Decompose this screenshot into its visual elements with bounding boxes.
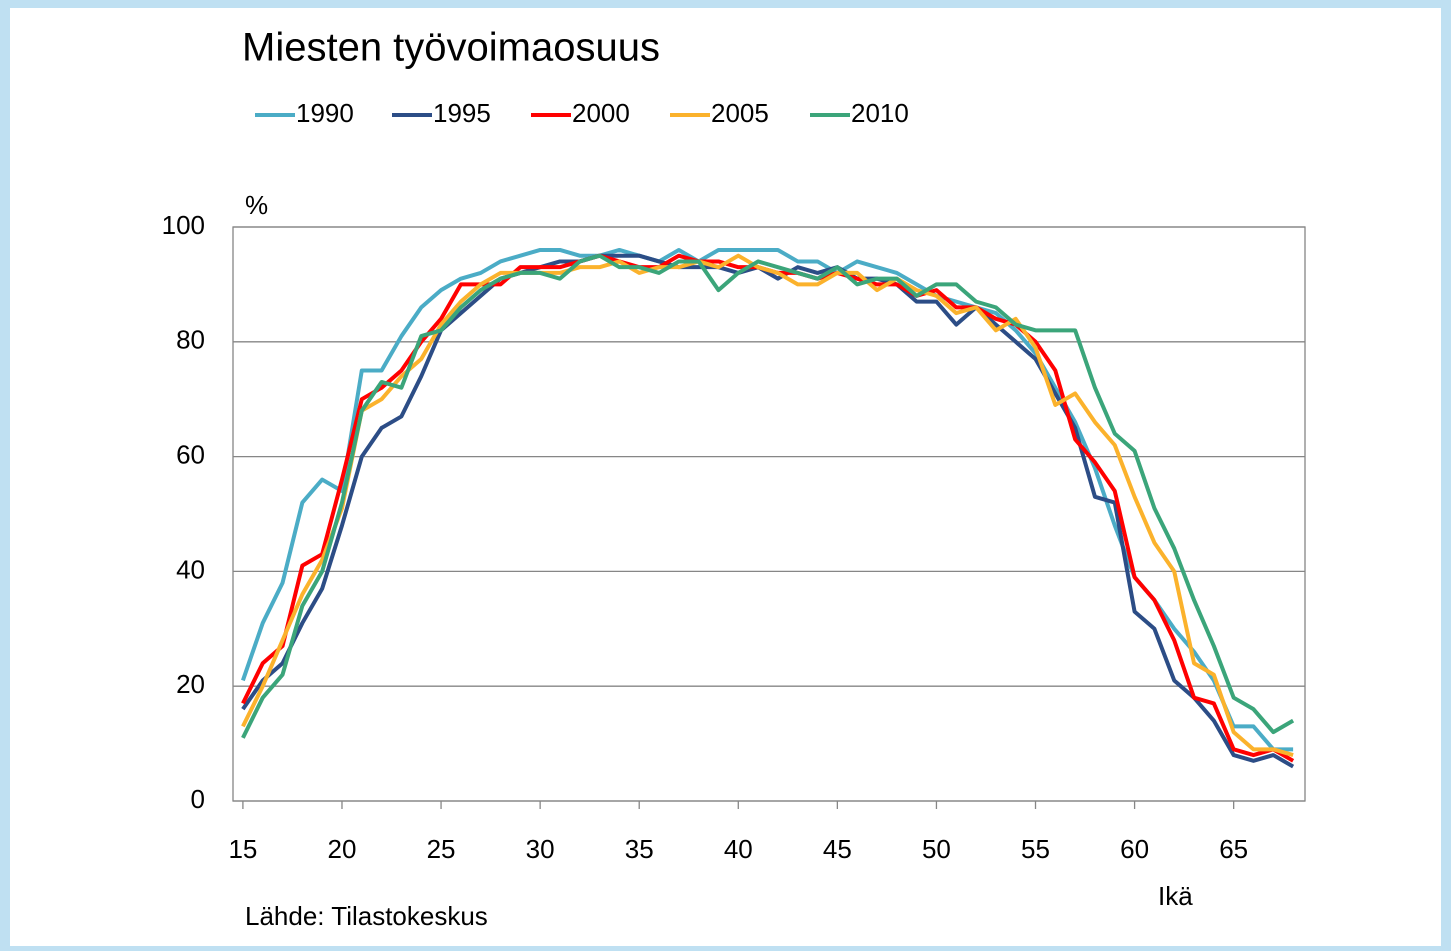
series-line — [241, 253, 1294, 758]
legend-label: 1995 — [433, 98, 491, 128]
y-tick-label: 0 — [191, 784, 205, 814]
x-tick-label: 45 — [823, 834, 852, 864]
legend-label: 1990 — [296, 98, 354, 128]
x-tick-label: 35 — [625, 834, 654, 864]
panel — [10, 8, 1441, 946]
y-axis-label: % — [245, 190, 268, 220]
x-tick-label: 30 — [526, 834, 555, 864]
legend-label: 2000 — [572, 98, 630, 128]
x-tick-label: 25 — [427, 834, 456, 864]
y-tick-label: 100 — [162, 210, 205, 240]
x-tick-label: 55 — [1021, 834, 1050, 864]
series-line — [241, 253, 1295, 739]
series-line — [241, 247, 1294, 752]
legend-label: 2005 — [711, 98, 769, 128]
plot-frame — [232, 226, 1306, 802]
legend-label: 2010 — [851, 98, 909, 128]
x-tick-label: 20 — [328, 834, 357, 864]
chart-title: Miesten työvoimaosuus — [242, 26, 660, 70]
x-tick-label: 40 — [724, 834, 753, 864]
x-tick-label: 50 — [922, 834, 951, 864]
y-tick-label: 80 — [176, 325, 205, 355]
series-line — [241, 253, 1295, 769]
y-tick-label: 20 — [176, 669, 205, 699]
y-tick-label: 60 — [176, 439, 205, 469]
y-tick-label: 40 — [176, 554, 205, 584]
x-tick-label: 65 — [1219, 834, 1248, 864]
x-tick-label: 15 — [228, 834, 257, 864]
source: Lähde: Tilastokeskus — [245, 901, 488, 931]
x-axis-label: Ikä — [1158, 881, 1193, 911]
x-tick-label: 60 — [1120, 834, 1149, 864]
